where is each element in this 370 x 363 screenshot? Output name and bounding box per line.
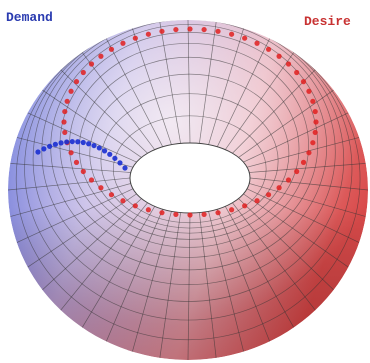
desire-dot <box>276 185 281 190</box>
desire-dot <box>89 177 94 182</box>
desire-dot <box>187 212 192 217</box>
demand-dot <box>102 148 107 153</box>
desire-dot <box>159 29 164 34</box>
desire-dot <box>202 27 207 32</box>
desire-dot <box>98 54 103 59</box>
demand-dot <box>107 152 112 157</box>
desire-dot <box>120 41 125 46</box>
desire-dot <box>294 70 299 75</box>
desire-dot <box>313 109 318 114</box>
desire-dot <box>173 212 178 217</box>
desire-dot <box>306 89 311 94</box>
desire-dot <box>254 41 259 46</box>
demand-dot <box>47 144 52 149</box>
torus-diagram: Demand Desire <box>0 0 370 363</box>
desire-dot <box>187 26 192 31</box>
desire-dot <box>120 198 125 203</box>
desire-dot <box>229 32 234 37</box>
desire-dot <box>146 32 151 37</box>
desire-dot <box>286 61 291 66</box>
hole <box>130 143 250 213</box>
desire-dot <box>310 99 315 104</box>
desire-dot <box>61 119 66 124</box>
demand-dot <box>97 145 102 150</box>
desire-dot <box>254 198 259 203</box>
desire-dot <box>286 177 291 182</box>
desire-dot <box>229 207 234 212</box>
desire-dot <box>266 47 271 52</box>
desire-dot <box>215 210 220 215</box>
desire-dot <box>146 207 151 212</box>
desire-dot <box>65 99 70 104</box>
demand-dot <box>70 139 75 144</box>
demand-dot <box>86 141 91 146</box>
desire-dot <box>68 150 73 155</box>
desire-dot <box>266 192 271 197</box>
desire-dot <box>159 210 164 215</box>
desire-dot <box>301 79 306 84</box>
demand-dot <box>41 146 46 151</box>
desire-dot <box>301 160 306 165</box>
demand-dot <box>75 139 80 144</box>
desire-dot <box>242 203 247 208</box>
desire-dot <box>74 79 79 84</box>
desire-dot <box>173 27 178 32</box>
demand-dot <box>58 140 63 145</box>
desire-dot <box>313 119 318 124</box>
desire-dot <box>109 192 114 197</box>
demand-dot <box>53 142 58 147</box>
desire-dot <box>202 212 207 217</box>
demand-dot <box>117 160 122 165</box>
desire-dot <box>133 36 138 41</box>
demand-dot <box>35 149 40 154</box>
desire-dot <box>81 169 86 174</box>
desire-label: Desire <box>304 14 351 29</box>
demand-dot <box>64 139 69 144</box>
desire-dot <box>294 169 299 174</box>
desire-dot <box>62 130 67 135</box>
demand-dot <box>122 165 127 170</box>
desire-dot <box>313 130 318 135</box>
demand-label: Demand <box>6 10 53 25</box>
demand-dot <box>91 143 96 148</box>
desire-dot <box>109 47 114 52</box>
desire-dot <box>306 150 311 155</box>
desire-dot <box>242 36 247 41</box>
desire-dot <box>81 70 86 75</box>
desire-dot <box>74 160 79 165</box>
demand-dot <box>112 156 117 161</box>
demand-dot <box>81 140 86 145</box>
torus <box>8 17 368 360</box>
desire-dot <box>310 140 315 145</box>
desire-dot <box>215 29 220 34</box>
desire-dot <box>89 61 94 66</box>
desire-dot <box>133 203 138 208</box>
desire-dot <box>62 109 67 114</box>
desire-dot <box>276 54 281 59</box>
desire-dot <box>68 89 73 94</box>
page: {"labels": {"left": "Demand", "right": "… <box>0 0 370 363</box>
desire-dot <box>98 185 103 190</box>
